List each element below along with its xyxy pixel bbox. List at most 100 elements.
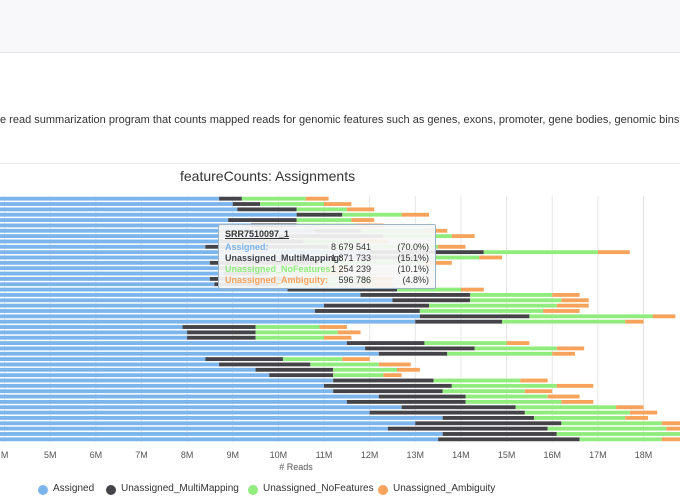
bar-segment (0, 196, 220, 201)
bar-segment (0, 266, 220, 271)
bar-segment (419, 309, 544, 313)
bar-segment (447, 351, 553, 356)
tooltip-value: 8 679 541 (330, 242, 371, 252)
bar-segment (324, 335, 352, 340)
bar-segment (0, 351, 379, 356)
tooltip-label: Assigned: (225, 242, 269, 252)
top-bar (0, 0, 680, 53)
bar-segment (438, 437, 580, 442)
bar-segment (378, 362, 411, 367)
x-tick-label: 14M (452, 450, 470, 460)
bar-segment (442, 389, 525, 394)
tooltip-value: 1 871 733 (330, 253, 371, 263)
bar-segment (351, 218, 375, 222)
tooltip-row-nofeatures: Unassigned_NoFeatures: 1 254 239 (10.1%) (225, 264, 429, 275)
bar-segment (556, 383, 594, 388)
bar-segment (625, 319, 644, 324)
bar-segment (378, 394, 466, 399)
legend-label: Assigned (53, 483, 95, 494)
bar-segment (369, 410, 525, 415)
tool-description: e read summarization program that counts… (0, 114, 680, 126)
bar-segment (465, 399, 562, 404)
bar-segment (451, 234, 475, 239)
bar-segment (0, 373, 270, 378)
bar-segment (0, 314, 420, 319)
bar-segment (383, 373, 402, 378)
bar-segment (625, 416, 649, 420)
bar-segment (0, 399, 347, 404)
bar-segment (0, 255, 370, 260)
tooltip-row-assigned: Assigned: 8 679 541 (70.0%) (225, 242, 429, 253)
bar-segment (324, 383, 452, 388)
bar-segment (629, 410, 658, 415)
bar-segment (319, 325, 347, 329)
x-tick-label: 11M (316, 450, 333, 460)
bar-segment (0, 421, 416, 426)
tooltip-percent: (15.1%) (397, 253, 429, 263)
bar-segment (314, 309, 420, 313)
bar-segment (333, 378, 434, 383)
bar-segment (187, 335, 256, 340)
bar-segment (524, 410, 630, 415)
bar-segment (442, 416, 534, 420)
bar-segment (296, 218, 352, 222)
bar-segment (0, 218, 229, 222)
bar-segment (228, 218, 297, 222)
bar-segment (0, 260, 210, 265)
bar-segment (561, 421, 662, 426)
bar-segment (0, 405, 402, 410)
bar-segment (483, 250, 598, 255)
bar-segment (415, 319, 503, 324)
bar-segment (0, 223, 252, 228)
bar-segment (0, 282, 215, 287)
tooltip-label: Unassigned_Ambiguity: (225, 275, 329, 285)
bar-segment (0, 437, 439, 442)
section-divider (0, 163, 680, 164)
bar-segment (515, 405, 617, 410)
bar-segment (0, 416, 443, 420)
bar-segment (346, 207, 375, 212)
tooltip-row-multimapping: Unassigned_MultiMapping: 1 871 733 (15.1… (225, 253, 429, 264)
bar-segment (561, 399, 594, 404)
x-tick-label: 8M (181, 450, 194, 460)
bar-segment (533, 416, 626, 420)
x-tick-label: 17M (589, 450, 607, 460)
x-tick-label: 13M (407, 450, 425, 460)
bar-segment (460, 287, 484, 292)
bar-segment (182, 325, 256, 329)
bar-segment (378, 351, 448, 356)
tooltip-title: SRR7510097_1 (225, 229, 290, 239)
bar-segment (524, 389, 553, 394)
bar-segment (451, 383, 557, 388)
bar-segment (0, 389, 334, 394)
bar-segment (470, 293, 553, 297)
bar-segment (506, 341, 530, 345)
bar-segment (0, 271, 224, 276)
bar-segment (333, 389, 443, 394)
chart-title: featureCounts: Assignments (180, 168, 356, 184)
bar-segment (666, 426, 680, 431)
tooltip-percent: (4.8%) (402, 275, 429, 285)
bar-segment (0, 298, 393, 303)
bar-segment (0, 212, 297, 217)
x-tick-label: 6M (90, 450, 103, 460)
bar-segment (0, 383, 325, 388)
x-tick-label: 5M (44, 450, 57, 460)
bar-segment (0, 303, 325, 308)
bar-segment (0, 309, 315, 313)
bar-segment (0, 244, 206, 249)
bar-segment (397, 287, 461, 292)
x-tick-label: 15M (498, 450, 516, 460)
bar-segment (401, 405, 516, 410)
bar-segment (561, 298, 589, 303)
bar-segment (661, 421, 680, 426)
bar-segment (0, 378, 334, 383)
bar-segment (0, 394, 379, 399)
bar-segment (470, 298, 562, 303)
bar-segment (324, 303, 429, 308)
legend-label: Unassigned_Ambiguity (393, 483, 496, 494)
bar-segment (0, 432, 443, 436)
tooltip-label: Unassigned_MultiMapping: (225, 253, 342, 263)
bar-segment (552, 351, 576, 356)
bar-segment (219, 196, 242, 201)
